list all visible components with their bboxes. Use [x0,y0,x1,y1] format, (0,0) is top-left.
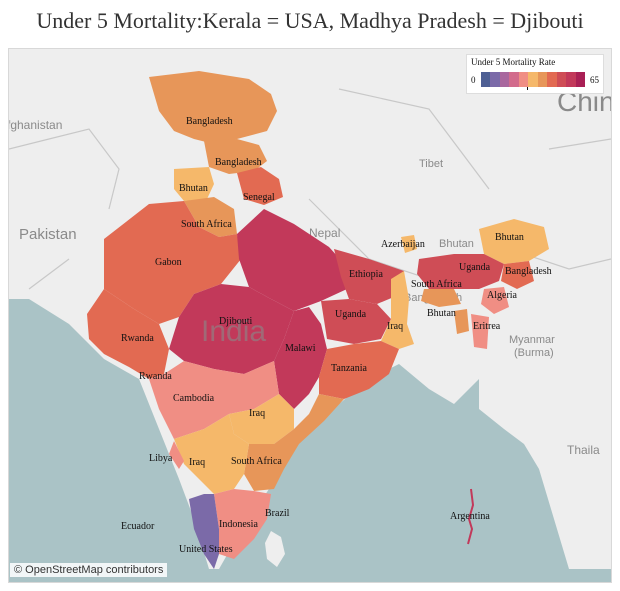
map-canvas[interactable]: fghanistan Pakistan Nepal Tibet Chin Bhu… [9,49,611,582]
region-label: Rwanda [121,333,154,344]
region-label: Bangladesh [186,116,233,127]
bhutan-bg-label: Bhutan [439,238,474,250]
color-legend: Under 5 Mortality Rate 0 65 [466,54,604,94]
region-label: Senegal [243,192,275,203]
region-label: Bhutan [179,183,208,194]
state-kerala[interactable] [189,494,219,569]
state-rajasthan[interactable] [104,201,241,324]
map-area[interactable]: fghanistan Pakistan Nepal Tibet Chin Bhu… [8,48,612,583]
region-label: Cambodia [173,393,215,404]
state-jammu-kashmir[interactable] [149,71,277,144]
map-attribution[interactable]: © OpenStreetMap contributors [10,563,168,577]
state-chhattisgarh[interactable] [274,307,327,409]
region-label: Argentina [450,511,490,522]
state-punjab[interactable] [174,167,214,201]
region-label: South Africa [181,219,232,230]
region-label: Iraq [189,457,205,468]
region-label: Iraq [387,321,403,332]
region-label: South Africa [231,456,282,467]
region-label: United States [179,544,233,555]
region-label: Libya [149,453,173,464]
region-label: Eritrea [473,321,501,332]
legend-swatch [499,72,510,87]
state-manipur[interactable] [481,287,509,314]
legend-swatch [490,72,500,87]
legend-swatch [528,72,538,87]
state-sikkim[interactable] [401,235,417,253]
legend-title: Under 5 Mortality Rate [471,57,556,67]
state-uttar-pradesh[interactable] [237,209,349,311]
legend-min: 0 [471,75,476,85]
state-goa[interactable] [169,441,184,469]
region-label: Bhutan [495,232,524,243]
region-label: Malawi [285,343,316,354]
state-assam[interactable] [417,254,504,289]
state-karnataka[interactable] [174,414,249,494]
india-label: India [201,315,266,348]
legend-swatch [518,72,529,87]
region-label: Tanzania [331,363,368,374]
region-label: Brazil [265,508,290,519]
state-haryana[interactable] [184,197,237,237]
region-label: Gabon [155,257,182,268]
myanmar-land [479,369,611,569]
legend-swatch [537,72,548,87]
sri-lanka-land [265,531,285,567]
state-west-bengal[interactable] [381,271,414,349]
legend-swatch [556,72,567,87]
state-himachal[interactable] [204,139,267,174]
state-gujarat[interactable] [87,289,169,379]
state-arunachal[interactable] [479,219,549,264]
region-label: Indonesia [219,519,258,530]
legend-color-bar [481,72,585,87]
legend-swatch [547,72,557,87]
region-label: Algeria [487,290,518,301]
thailand-label: Thaila [567,443,600,457]
state-meghalaya[interactable] [421,289,461,307]
map-title: Under 5 Mortality:Kerala = USA, Madhya P… [36,8,584,33]
state-madhya-pradesh[interactable] [169,284,294,374]
andaman-islands [467,488,475,545]
region-label: Azerbaijan [381,239,425,250]
region-label: Uganda [459,262,491,273]
region-label: Ecuador [121,521,155,532]
legend-tick [527,87,528,90]
legend-swatch [481,72,491,87]
region-label: Bangladesh [505,266,552,277]
state-maharashtra[interactable] [149,361,279,439]
pakistan-label: Pakistan [19,226,77,243]
legend-swatch [566,72,576,87]
legend-swatch [575,72,585,87]
state-odisha[interactable] [319,341,399,399]
region-label: Bangladesh [215,157,262,168]
myanmar-label: Myanmar [509,334,555,346]
state-nagaland[interactable] [501,261,534,289]
region-label: South Africa [411,279,462,290]
state-bihar[interactable] [334,249,404,304]
nepal-label: Nepal [309,226,340,240]
afghanistan-label: fghanistan [9,118,62,132]
legend-swatch [509,72,519,87]
tibet-label: Tibet [419,158,443,170]
burma-label: (Burma) [514,347,554,359]
region-label: Ethiopia [349,269,383,280]
region-label: Bhutan [427,308,456,319]
country-borders [9,88,611,290]
state-tamil-nadu[interactable] [214,489,271,559]
state-tripura[interactable] [454,309,469,334]
legend-max: 65 [590,75,599,85]
region-label: Djibouti [219,316,253,327]
region-label: Uganda [335,309,367,320]
state-uttarakhand[interactable] [237,167,283,205]
state-telangana[interactable] [229,394,294,444]
state-jharkhand[interactable] [321,299,391,344]
state-mizoram[interactable] [471,314,489,349]
state-andhra[interactable] [244,394,344,491]
region-label: Iraq [249,408,265,419]
region-label: Rwanda [139,371,172,382]
